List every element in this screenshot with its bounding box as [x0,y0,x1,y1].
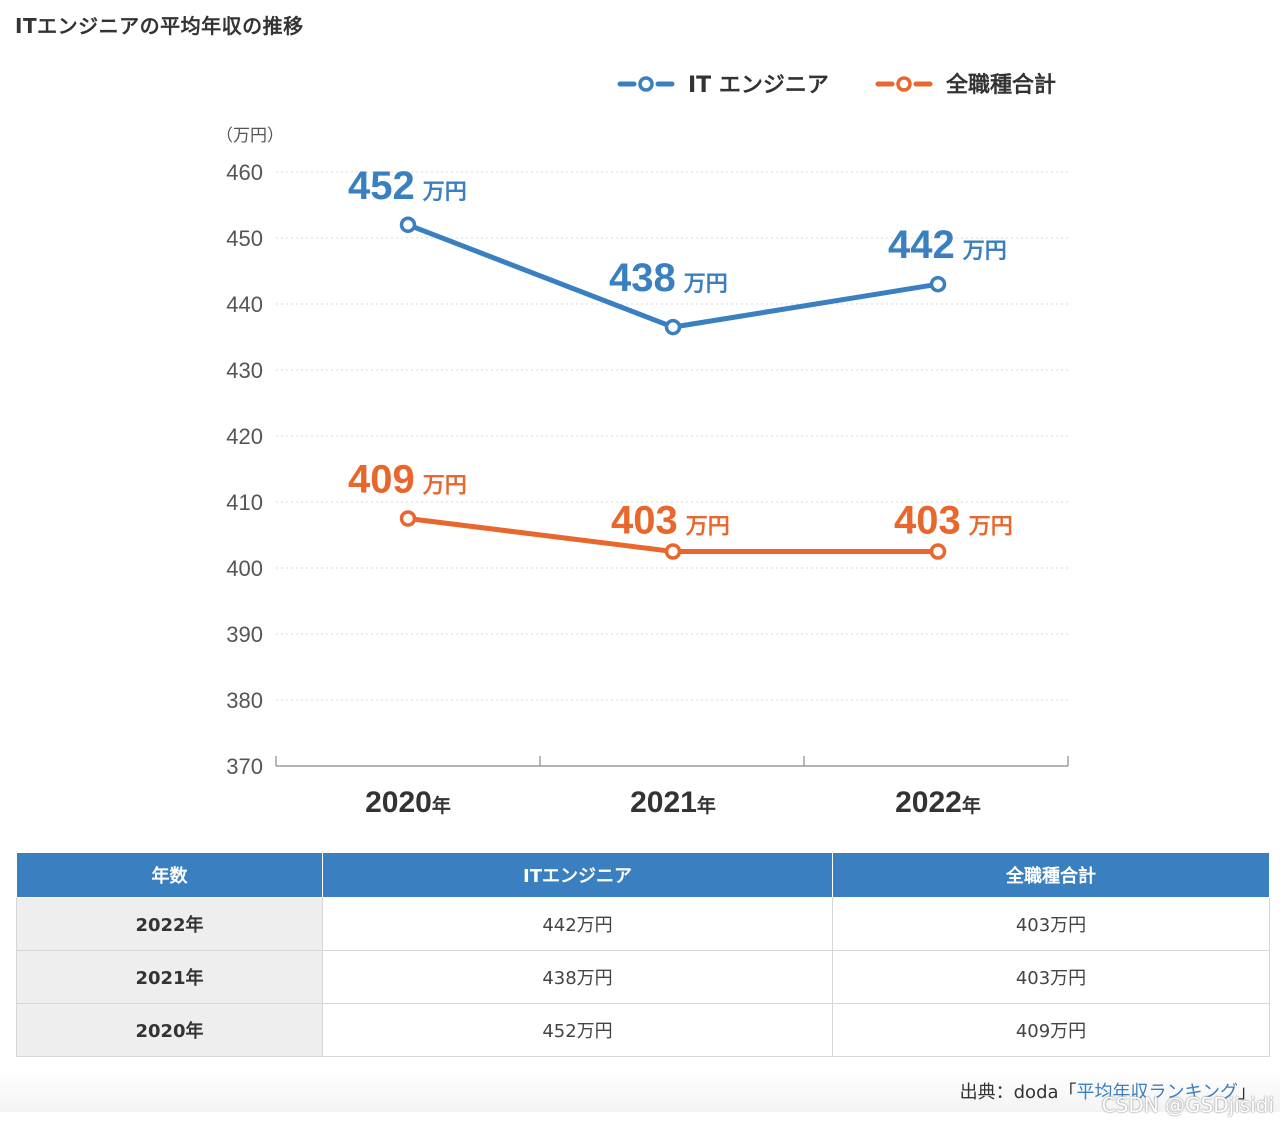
legend-marker [896,76,912,92]
watermark: CSDN @GSDjisidi [1101,1093,1274,1117]
y-tick-label: 420 [226,424,263,449]
source-citation: 出典：doda「平均年収ランキング」 [960,1078,1256,1104]
table-cell-year: 2022年 [16,897,323,951]
data-point [664,543,682,560]
table-cell-it-engineer: 452万円 [322,1003,833,1057]
table-cell-all-jobs: 403万円 [832,897,1270,951]
x-tick-label: 2022年 [895,786,981,819]
legend-label: 全職種合計 [945,72,1056,98]
data-table: 年数 ITエンジニア 全職種合計 2022年 442万円 403万円 2021年… [16,852,1270,1057]
y-tick-label: 390 [226,622,263,647]
line-chart: （万円） 460 450 440 430 420 410 400 390 380 370 2020年 2… [216,72,1069,819]
source-bar [0,1070,1280,1112]
table-row: 2022年 442万円 403万円 [16,897,1270,951]
legend-label: IT エンジニア [688,73,829,98]
table-cell-all-jobs: 409万円 [832,1003,1270,1057]
y-tick-label: 450 [226,226,263,251]
y-tick-label: 410 [226,490,263,515]
y-tick-label: 440 [226,292,263,317]
data-label: 409 万円 [348,458,467,502]
table-cell-all-jobs: 403万円 [832,950,1270,1004]
data-point [664,318,682,336]
table-row: 2021年 438万円 403万円 [16,950,1270,1004]
x-tick-label: 2021年 [630,786,716,819]
y-tick-label: 380 [226,688,263,713]
source-prefix: 出典：doda「 [959,1082,1077,1103]
data-point [929,275,947,293]
y-tick-label: 430 [226,358,263,383]
table-cell-it-engineer: 442万円 [322,897,833,951]
legend-marker [638,76,654,92]
y-tick-label: 400 [226,556,263,581]
table-header-it-engineer: ITエンジニア [322,852,833,898]
y-axis-unit-label: （万円） [216,126,284,146]
data-label: 403 万円 [611,499,730,543]
table-header-year: 年数 [16,852,323,898]
table-cell-year: 2021年 [16,950,323,1004]
y-tick-label: 460 [226,160,263,185]
y-tick-label: 370 [226,754,263,779]
table-header-row: 年数 ITエンジニア 全職種合計 [16,852,1270,898]
source-link[interactable]: 平均年収ランキング [1076,1082,1238,1103]
data-label: 452 万円 [348,164,467,208]
table-cell-year: 2020年 [16,1003,323,1057]
data-label: 403 万円 [894,499,1013,543]
data-label: 438 万円 [609,256,728,300]
data-label: 442 万円 [888,223,1007,267]
data-point [399,510,417,527]
table-cell-it-engineer: 438万円 [322,950,833,1004]
table-row: 2020年 452万円 409万円 [16,1003,1270,1057]
data-point [399,216,417,234]
table-header-all-jobs: 全職種合計 [832,852,1270,898]
x-tick-label: 2020年 [365,786,451,819]
page-title: ITエンジニアの平均年収の推移 [15,14,304,38]
source-suffix: 」 [1238,1082,1256,1103]
data-point [929,543,947,560]
